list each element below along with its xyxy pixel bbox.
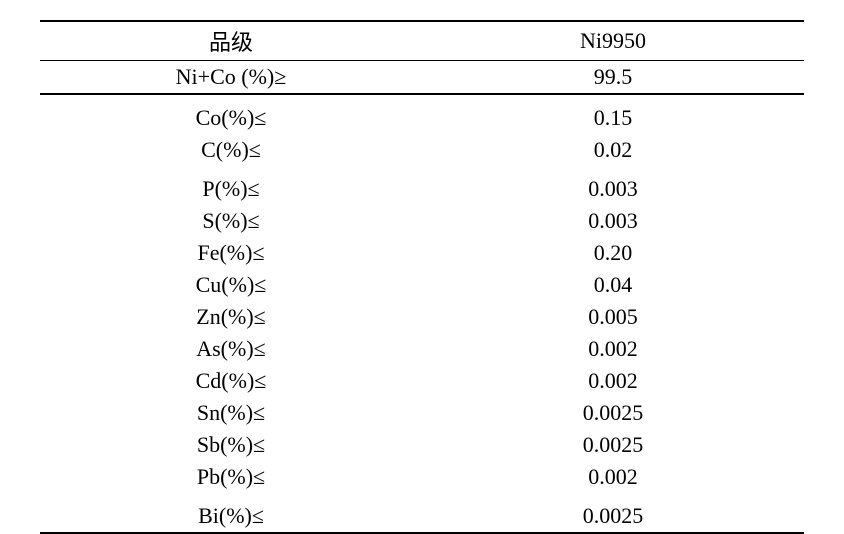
- row-label: C(%)≤: [40, 134, 422, 166]
- row-value: 0.002: [422, 333, 804, 365]
- table-row: As(%)≤0.002: [40, 333, 804, 365]
- row-value: 0.002: [422, 461, 804, 493]
- header-row: 品级 Ni9950: [40, 21, 804, 61]
- table-row: Zn(%)≤0.005: [40, 301, 804, 333]
- row-label: S(%)≤: [40, 205, 422, 237]
- row-label: Cu(%)≤: [40, 269, 422, 301]
- row-label: Fe(%)≤: [40, 237, 422, 269]
- row-label: Pb(%)≤: [40, 461, 422, 493]
- nico-label: Ni+Co (%)≥: [40, 61, 422, 95]
- table-body: 品级 Ni9950 Ni+Co (%)≥ 99.5: [40, 21, 804, 94]
- row-value: 0.003: [422, 166, 804, 205]
- header-label: 品级: [40, 21, 422, 61]
- row-label: Cd(%)≤: [40, 365, 422, 397]
- row-value: 0.005: [422, 301, 804, 333]
- table-row: Bi(%)≤0.0025: [40, 493, 804, 533]
- table-row: S(%)≤0.003: [40, 205, 804, 237]
- row-value: 0.0025: [422, 397, 804, 429]
- table-row: Fe(%)≤0.20: [40, 237, 804, 269]
- nico-row: Ni+Co (%)≥ 99.5: [40, 61, 804, 95]
- row-value: 0.0025: [422, 429, 804, 461]
- row-value: 0.02: [422, 134, 804, 166]
- data-rows-body: Co(%)≤0.15C(%)≤0.02P(%)≤0.003S(%)≤0.003F…: [40, 94, 804, 533]
- table-row: Pb(%)≤0.002: [40, 461, 804, 493]
- row-value: 0.15: [422, 94, 804, 134]
- header-value: Ni9950: [422, 21, 804, 61]
- row-label: P(%)≤: [40, 166, 422, 205]
- table-row: Cu(%)≤0.04: [40, 269, 804, 301]
- row-label: Sn(%)≤: [40, 397, 422, 429]
- row-label: Sb(%)≤: [40, 429, 422, 461]
- row-value: 0.0025: [422, 493, 804, 533]
- row-value: 0.003: [422, 205, 804, 237]
- table-row: Cd(%)≤0.002: [40, 365, 804, 397]
- nico-value: 99.5: [422, 61, 804, 95]
- row-label: Zn(%)≤: [40, 301, 422, 333]
- row-value: 0.04: [422, 269, 804, 301]
- spec-table: 品级 Ni9950 Ni+Co (%)≥ 99.5 Co(%)≤0.15C(%)…: [40, 20, 804, 534]
- row-label: As(%)≤: [40, 333, 422, 365]
- table-row: Sb(%)≤0.0025: [40, 429, 804, 461]
- row-label: Co(%)≤: [40, 94, 422, 134]
- table-row: P(%)≤0.003: [40, 166, 804, 205]
- table-row: Sn(%)≤0.0025: [40, 397, 804, 429]
- row-value: 0.20: [422, 237, 804, 269]
- table-row: Co(%)≤0.15: [40, 94, 804, 134]
- row-label: Bi(%)≤: [40, 493, 422, 533]
- table-row: C(%)≤0.02: [40, 134, 804, 166]
- row-value: 0.002: [422, 365, 804, 397]
